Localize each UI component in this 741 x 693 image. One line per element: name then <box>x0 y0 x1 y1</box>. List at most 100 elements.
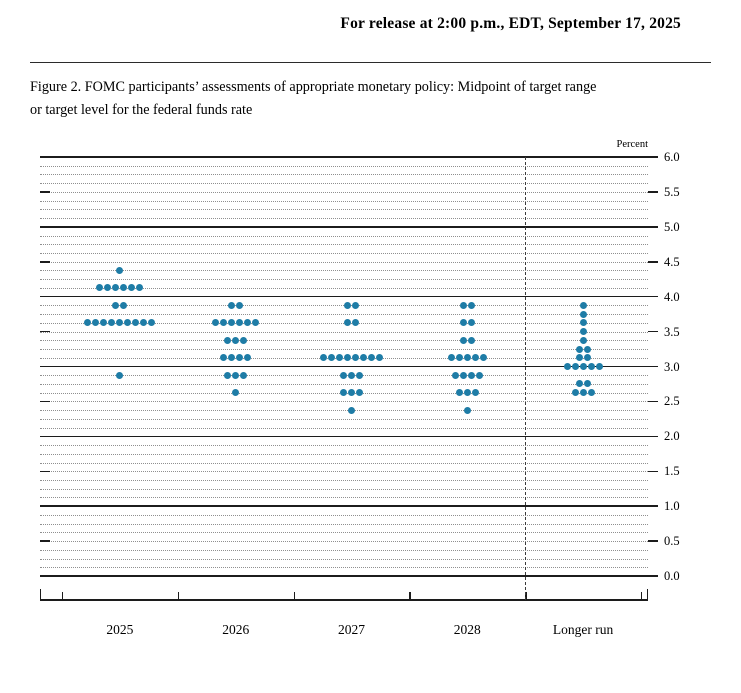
projection-dot <box>467 336 475 344</box>
projection-dot <box>563 363 571 370</box>
y-tick-right <box>648 365 658 368</box>
x-axis-tick <box>409 592 411 600</box>
projection-dot <box>124 319 132 327</box>
x-axis-line <box>40 599 648 601</box>
y-gridline <box>40 445 648 447</box>
projection-dot <box>467 371 475 379</box>
y-tick-right <box>648 505 658 507</box>
projection-dot <box>116 266 124 274</box>
y-gridline <box>40 453 648 455</box>
y-gridline <box>40 541 648 543</box>
projection-dot <box>344 301 351 309</box>
y-tick-right <box>648 191 658 193</box>
y-tick-left <box>40 575 50 577</box>
projection-dot <box>224 336 232 344</box>
projection-dot <box>463 389 471 397</box>
x-category-label: Longer run <box>552 622 614 637</box>
y-gridline-major <box>40 505 648 507</box>
projection-dot <box>116 371 124 379</box>
projection-dot <box>471 354 479 362</box>
projection-dot <box>348 371 355 379</box>
projection-dot <box>471 389 479 397</box>
y-tick-label: 5.0 <box>664 219 680 234</box>
projection-dot <box>467 301 475 309</box>
y-tick-label: 0.0 <box>664 569 680 583</box>
projection-dot <box>96 284 104 292</box>
y-gridline <box>40 462 648 464</box>
y-gridline <box>40 514 648 516</box>
projection-dot <box>376 354 383 362</box>
y-gridline <box>40 183 648 185</box>
projection-dot <box>240 336 248 344</box>
projection-dot <box>352 319 359 327</box>
y-tick-left <box>40 400 50 403</box>
y-tick-label: 3.5 <box>664 324 680 339</box>
projection-dot <box>328 354 335 362</box>
y-tick-left <box>40 156 50 158</box>
projection-dot <box>352 301 359 309</box>
y-gridline <box>40 270 648 272</box>
y-gridline <box>40 427 648 429</box>
y-tick-right <box>648 261 658 263</box>
projection-dot <box>368 354 375 362</box>
projection-dot <box>575 354 583 362</box>
projection-dot <box>92 319 100 327</box>
projection-dot <box>451 371 459 379</box>
y-tick-left <box>40 330 50 333</box>
projection-dot <box>120 301 128 309</box>
projection-dot <box>463 406 471 414</box>
projection-dot <box>220 354 228 362</box>
y-tick-left <box>40 191 50 193</box>
y-tick-right <box>648 470 658 472</box>
projection-dot <box>240 371 248 379</box>
y-gridline <box>40 235 648 237</box>
projection-dot <box>356 389 363 397</box>
y-tick-right <box>648 295 658 298</box>
y-gridline <box>40 253 648 255</box>
projection-dot <box>348 406 355 414</box>
x-axis-tick <box>293 592 295 600</box>
projection-dot <box>360 354 367 362</box>
projection-dot <box>579 319 587 327</box>
projection-dot <box>108 319 116 327</box>
y-tick-left <box>40 295 50 298</box>
x-category-label: 2026 <box>222 622 250 637</box>
projection-dot <box>252 319 260 327</box>
projection-dot <box>220 319 228 327</box>
y-tick-right <box>648 435 658 438</box>
y-gridline <box>40 488 648 490</box>
projection-dot <box>587 363 595 370</box>
projection-dot <box>132 319 140 327</box>
projection-dot <box>232 371 240 379</box>
y-gridline <box>40 410 648 412</box>
y-tick-label: 6.0 <box>664 150 680 164</box>
projection-dot <box>120 284 128 292</box>
projection-dot <box>140 319 148 327</box>
projection-dot <box>587 389 595 397</box>
y-gridline-major <box>40 365 648 368</box>
y-gridline <box>40 471 648 473</box>
projection-dot <box>447 354 455 362</box>
y-gridline <box>40 349 648 351</box>
y-gridline <box>40 287 648 289</box>
y-tick-right <box>648 156 658 158</box>
projection-dot <box>455 354 463 362</box>
projection-dot <box>232 336 240 344</box>
projection-dot <box>228 354 236 362</box>
y-tick-label: 4.0 <box>664 289 680 304</box>
projection-dot <box>244 354 252 362</box>
projection-dot <box>479 354 487 362</box>
projection-dot <box>236 301 244 309</box>
projection-dot <box>348 389 355 397</box>
release-header: For release at 2:00 p.m., EDT, September… <box>340 15 681 32</box>
x-axis-tick <box>177 592 180 600</box>
projection-dot <box>112 284 120 292</box>
projection-dot <box>459 319 467 327</box>
projection-dot <box>459 371 467 379</box>
projection-dot <box>340 371 347 379</box>
projection-dot <box>579 310 587 318</box>
y-tick-left <box>40 540 50 542</box>
y-tick-left <box>40 261 50 263</box>
y-gridline <box>40 191 648 193</box>
y-tick-left <box>40 470 50 472</box>
